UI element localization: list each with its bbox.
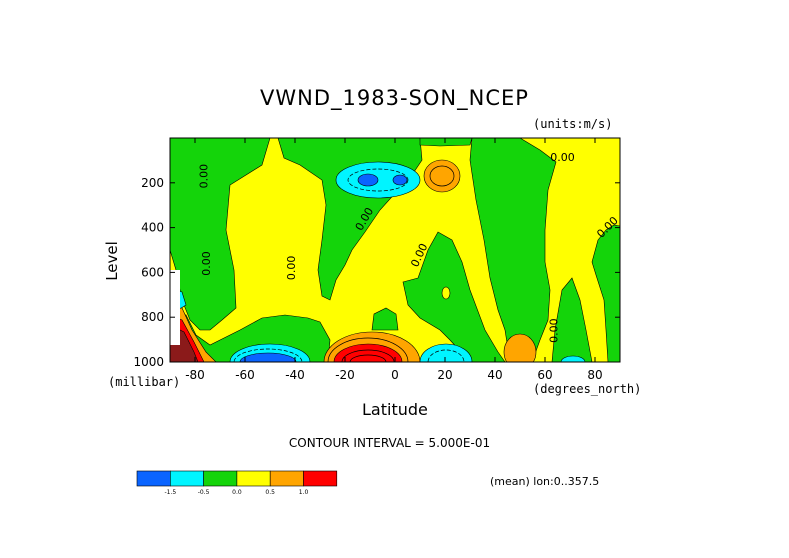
x-tick-label: 80 [587,368,602,382]
fill-yellow-island [441,286,451,300]
fill-green-east [469,138,557,362]
pos-contour-3 [349,354,387,362]
y-tick-label: 1000 [133,355,164,369]
negative-contours [233,168,465,362]
contour-label: 0.00 [200,251,213,276]
contour-interval: CONTOUR INTERVAL = 5.000E-01 [0,436,789,450]
fill-missing [170,270,180,345]
x-tick-label: -60 [235,368,255,382]
fill-green-right-edge [591,224,620,362]
x-tick-label: 40 [487,368,502,382]
x-tick-label: 20 [437,368,452,382]
contour-label: 0.00 [550,151,575,164]
x-axis-ticks: -80 -60 -40 -20 0 20 40 60 80 [185,138,603,382]
y-tick-label: 800 [141,310,164,324]
contour-label: 0.00 [548,318,561,343]
mean-note: (mean) lon:0..357.5 [490,475,600,488]
fill-green-top-band [419,138,473,147]
pos-contour-4 [429,165,455,187]
colorbar-swatch [269,470,304,487]
y-tick-label: 600 [141,265,164,279]
fill-blue-upper-1 [357,173,379,187]
contour-label: 0.00 [285,256,298,281]
fill-orange-lower-north [503,333,537,362]
x-tick-label: -20 [335,368,355,382]
colorbar-swatch [303,470,338,487]
x-tick-label: -40 [285,368,305,382]
fill-green-right-lower [551,277,593,362]
y-axis-unit: (millibar) [108,375,181,389]
contour-interval-text: CONTOUR INTERVAL = 5.000E-01 [288,436,491,450]
colorbar-swatch [203,470,238,487]
contour-label: 0.00 [198,164,211,189]
pos-contour-2 [341,349,395,362]
positive-contours [327,165,455,362]
y-axis-ticks: 200 400 600 800 1000 [133,176,620,369]
fill-cyan-lower-far [560,355,586,362]
fill-orange-upper [423,159,461,193]
colorbar-label: 0.5 [265,489,275,496]
fill-blue-lower-south [239,352,297,362]
units-label: (units:m/s) [533,117,613,131]
x-axis-unit: (degrees_north) [533,382,642,396]
chart-title: VWND_1983-SON_NCEP [260,86,529,110]
neg-contour-south [233,348,303,362]
fill-green-bump [371,307,399,331]
colorbar-label: -0.5 [198,489,210,496]
x-tick-label: -80 [185,368,205,382]
colorbar-swatch [136,470,171,487]
pos-contour-1 [327,337,409,362]
colorbar-label: 1.0 [299,489,309,496]
fill-blue-upper-2 [392,174,408,186]
x-tick-label: 0 [391,368,399,382]
y-tick-label: 400 [141,221,164,235]
fill-red-lower [333,343,403,362]
colorbar-label: -1.5 [164,489,176,496]
colorbar: -1.5 -0.5 0.0 0.5 1.0 [136,470,338,496]
y-tick-label: 200 [141,176,164,190]
colorbar-swatch [170,470,204,487]
x-axis-label: Latitude [362,400,428,419]
x-tick-label: 60 [537,368,552,382]
contour-fill [170,138,620,362]
neg-contour-upper [347,168,409,192]
colorbar-label: 0.0 [232,489,242,496]
fill-green-middle [402,231,506,362]
colorbar-swatch [236,470,271,487]
fill-cyan-lower-north [419,343,473,362]
